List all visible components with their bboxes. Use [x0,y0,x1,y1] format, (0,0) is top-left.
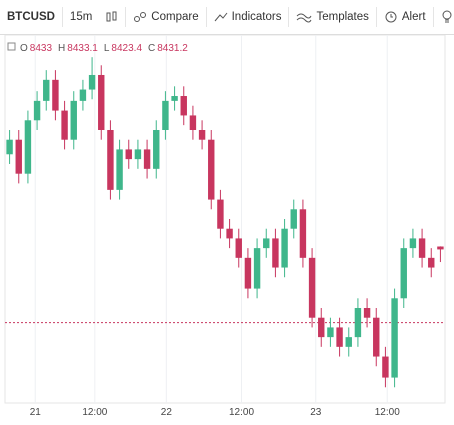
legend-key: C [148,43,155,54]
candle-body [6,139,13,155]
x-tick-label: 23 [310,407,322,418]
chart-style-icon[interactable] [99,10,125,24]
icon [442,10,452,23]
candle-body [437,246,444,250]
idea-button[interactable] [434,10,454,24]
icon [385,11,397,23]
candle-body [363,308,371,318]
separator [205,7,207,27]
candle-body [43,79,50,101]
candle-body [281,228,288,268]
candle-body [327,327,334,338]
label: Templates [316,11,369,23]
indicators-button[interactable]: Indicators [207,11,289,23]
candle-body [33,100,41,121]
candle-body [299,209,307,258]
separator [125,7,127,27]
candle-body [382,356,389,378]
candle-body [290,209,297,229]
candle-body [253,248,261,289]
candle-body [400,248,407,299]
candle-body [180,96,187,116]
candle-body [244,257,252,289]
candle-body [153,130,160,169]
candle-body [391,298,398,378]
candle-body [428,257,435,268]
candle-body [318,317,325,338]
candle-body [125,149,132,160]
x-tick-label: 12:00 [375,407,400,418]
candle-body [272,238,279,268]
candle-body [171,96,178,101]
candle-body [88,74,96,90]
interval[interactable]: 15m [69,11,93,23]
candle-body [409,238,417,249]
legend-value: 8431.2 [157,43,188,54]
candle-body [107,130,114,190]
legend-icon [7,42,16,51]
candle-body [345,337,352,347]
candle-body [98,74,105,130]
icon [297,13,312,23]
candle-body [61,110,68,140]
chart: 21 12:00 22 12:00 23 12:00 O 8433 H 8433.1 L 8423.4… [4,34,446,418]
x-tick-label: 12:00 [82,407,107,418]
legend-value: 8423.4 [111,43,142,54]
candle-body [336,327,343,347]
label: Indicators [231,11,282,23]
icon [134,12,147,22]
legend-key: O [20,43,28,54]
candle-body [418,238,426,258]
legend-value: 8433 [30,43,53,54]
legend-key: L [104,43,110,54]
candle-body [70,100,77,140]
candle-body [208,139,215,200]
icon [106,11,117,22]
alert-button[interactable]: Alert [377,10,433,24]
toolbar: BTCUSD 15m Compare Indicators Templates … [0,0,454,35]
candle-body [263,238,270,249]
candle-body [235,238,242,258]
legend-key: H [58,43,65,54]
separator [288,7,290,27]
separator [432,7,434,27]
candle-body [354,308,362,338]
candle-body [189,115,197,130]
legend-value: 8433.1 [67,43,98,54]
candle-body [15,139,22,174]
candle-body [308,257,316,318]
candle-body [373,317,380,357]
plot-frame [4,34,446,404]
templates-button[interactable]: Templates [289,11,375,23]
icon [214,12,227,22]
x-tick-label: 21 [30,407,42,418]
separator [375,7,377,27]
candle-body [226,228,233,239]
candle-body [116,149,123,190]
candle-body [198,130,206,140]
compare-button[interactable]: Compare [126,11,205,23]
symbol[interactable]: BTCUSD [7,11,55,23]
separator [61,7,63,27]
candle-body [217,199,224,229]
candle-body [162,100,169,130]
x-tick-label: 22 [161,407,173,418]
x-tick-label: 12:00 [229,407,254,418]
candle-body [52,79,59,111]
candle-body [24,120,32,174]
label: Alert [401,11,426,23]
label: Compare [151,11,199,23]
candle-body [79,89,87,101]
candle-body [134,149,142,160]
candle-body [143,149,151,169]
